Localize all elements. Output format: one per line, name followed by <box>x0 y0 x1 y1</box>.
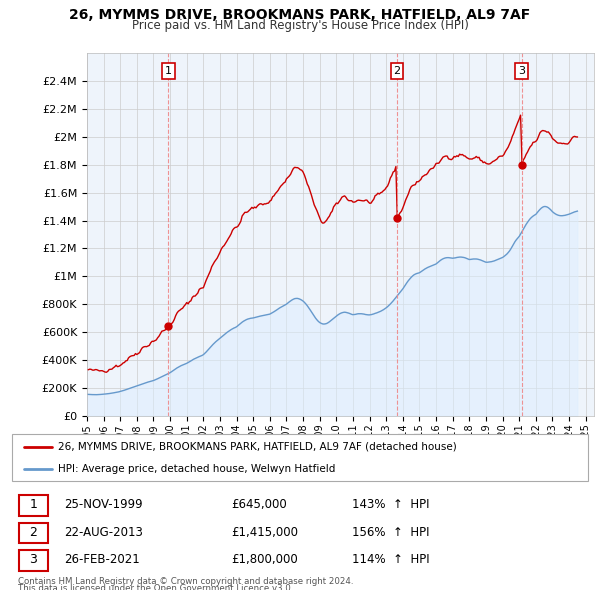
Bar <box>19 523 48 543</box>
Text: 3: 3 <box>518 66 525 76</box>
Text: 2: 2 <box>29 526 37 539</box>
Text: Contains HM Land Registry data © Crown copyright and database right 2024.: Contains HM Land Registry data © Crown c… <box>18 577 353 586</box>
Text: 114%  ↑  HPI: 114% ↑ HPI <box>352 553 430 566</box>
Text: 3: 3 <box>29 553 37 566</box>
Text: 26-FEB-2021: 26-FEB-2021 <box>64 553 140 566</box>
Text: £1,800,000: £1,800,000 <box>231 553 298 566</box>
Bar <box>19 496 48 516</box>
Text: Price paid vs. HM Land Registry's House Price Index (HPI): Price paid vs. HM Land Registry's House … <box>131 19 469 32</box>
Text: 156%  ↑  HPI: 156% ↑ HPI <box>352 526 430 539</box>
Text: 1: 1 <box>29 498 37 511</box>
Text: £645,000: £645,000 <box>231 498 287 511</box>
Text: 2: 2 <box>394 66 401 76</box>
Text: 143%  ↑  HPI: 143% ↑ HPI <box>352 498 430 511</box>
Text: This data is licensed under the Open Government Licence v3.0.: This data is licensed under the Open Gov… <box>18 584 293 590</box>
Text: 26, MYMMS DRIVE, BROOKMANS PARK, HATFIELD, AL9 7AF: 26, MYMMS DRIVE, BROOKMANS PARK, HATFIEL… <box>70 8 530 22</box>
Text: £1,415,000: £1,415,000 <box>231 526 298 539</box>
Text: 1: 1 <box>165 66 172 76</box>
Text: HPI: Average price, detached house, Welwyn Hatfield: HPI: Average price, detached house, Welw… <box>58 464 335 474</box>
Text: 25-NOV-1999: 25-NOV-1999 <box>64 498 142 511</box>
Text: 22-AUG-2013: 22-AUG-2013 <box>64 526 143 539</box>
Text: 26, MYMMS DRIVE, BROOKMANS PARK, HATFIELD, AL9 7AF (detached house): 26, MYMMS DRIVE, BROOKMANS PARK, HATFIEL… <box>58 442 457 452</box>
Bar <box>19 550 48 571</box>
